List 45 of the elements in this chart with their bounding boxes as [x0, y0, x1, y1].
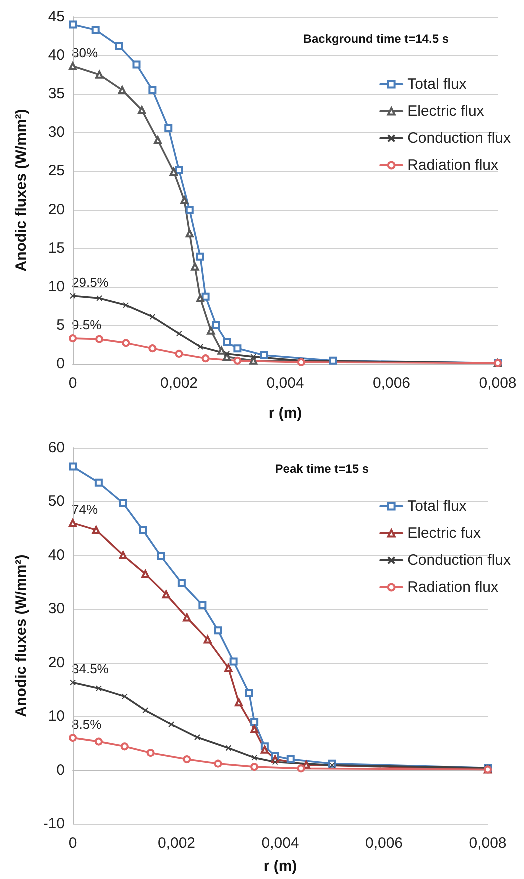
x-tick-label: 0,002	[158, 835, 196, 852]
x-tick-label: 0,006	[372, 375, 411, 392]
annotation: 29.5%	[72, 275, 110, 290]
y-axis-title: Anodic fluxes (W/mm²)	[13, 109, 30, 272]
y-tick-label: 10	[48, 708, 65, 726]
x-tick-label: 0	[68, 375, 78, 392]
y-axis-title: Anodic fluxes (W/mm²)	[13, 554, 30, 718]
legend-label: Radiation flux	[408, 157, 499, 174]
y-tick-label: 30	[48, 600, 65, 618]
y-tick-label: 60	[48, 440, 65, 456]
y-tick-label: 0	[56, 762, 65, 779]
y-tick-label: 25	[48, 162, 65, 180]
legend-label: Total flux	[408, 76, 468, 93]
y-tick-label: -10	[43, 816, 65, 832]
legend-label: Electric fux	[408, 525, 482, 542]
legend-label: Conduction flux	[408, 552, 512, 569]
x-axis-title: r (m)	[264, 858, 298, 875]
y-tick-label: 0	[56, 356, 65, 372]
annotation: 74%	[72, 502, 98, 518]
y-tick-label: 30	[48, 124, 65, 142]
text: Background time t=14.5 s	[303, 32, 450, 46]
text: Peak time t=15 s	[275, 462, 370, 476]
y-tick-label: 20	[48, 654, 65, 672]
y-tick-label: 15	[48, 240, 65, 257]
x-axis-title: r (m)	[268, 405, 302, 422]
x-tick-label: 0,006	[365, 835, 404, 852]
x-tick-label: 0	[68, 835, 78, 852]
y-tick-label: 35	[48, 86, 65, 103]
legend-label: Conduction flux	[408, 130, 512, 147]
x-tick-label: 0,008	[479, 375, 517, 392]
y-tick-label: 45	[48, 8, 65, 26]
x-tick-label: 0,004	[266, 375, 304, 392]
y-tick-label: 20	[48, 201, 65, 218]
y-tick-label: 40	[48, 546, 65, 564]
x-tick-label: 0,004	[262, 835, 300, 852]
annotation: 34.5%	[72, 662, 110, 677]
y-tick-label: 40	[48, 47, 65, 64]
legend-label: Radiation flux	[408, 579, 499, 596]
legend-label: Total flux	[408, 498, 468, 515]
y-tick-label: 10	[48, 278, 65, 296]
x-tick-label: 0,008	[469, 835, 507, 852]
y-tick-label: 5	[56, 316, 65, 334]
legend-label: Electric flux	[408, 103, 485, 120]
y-tick-label: 50	[48, 493, 65, 510]
x-tick-label: 0,002	[160, 375, 198, 392]
